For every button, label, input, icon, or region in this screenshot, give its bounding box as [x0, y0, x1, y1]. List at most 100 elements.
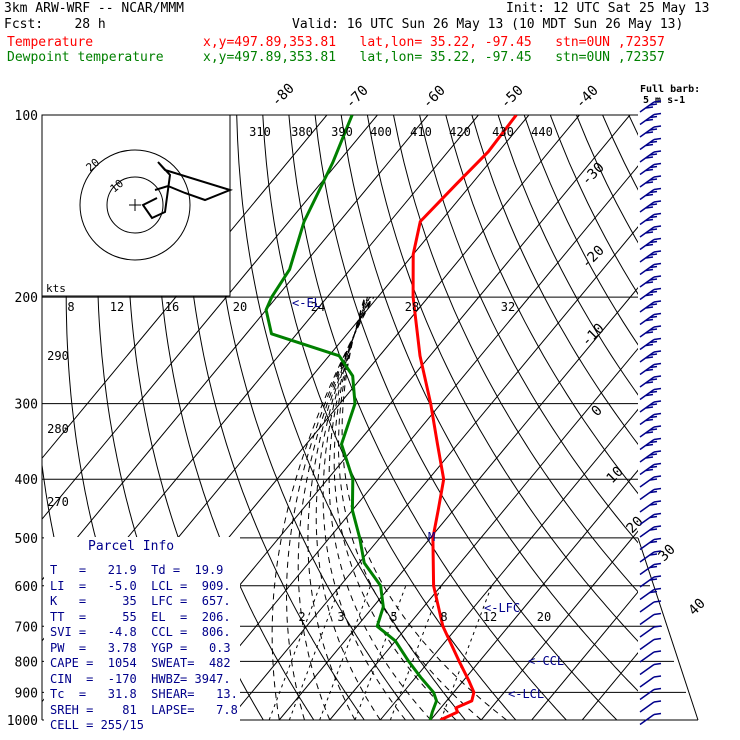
wind-barb: [649, 515, 658, 519]
isotherm-label: 30: [656, 542, 679, 565]
isotherm-line: [42, 115, 429, 581]
mixing-ratio-line: [440, 585, 493, 720]
wind-barb: [639, 463, 655, 476]
pressure-tick-label: 600: [15, 580, 38, 595]
theta-label: 410: [410, 125, 432, 139]
wind-barb: [649, 328, 658, 331]
wind-barb: [639, 151, 655, 163]
wind-barb: [639, 501, 655, 513]
temperature-legend-info: x,y=497.89,353.81 lat,lon= 35.22, -97.45…: [203, 35, 665, 50]
wind-barb: [639, 351, 655, 363]
wind-barb: [653, 200, 662, 203]
hodograph-unit-label: kts: [46, 282, 66, 295]
pressure-tick-label: 200: [15, 291, 38, 306]
wind-barb: [653, 100, 662, 103]
wind-barb: [639, 538, 655, 551]
wind-barb: [639, 363, 655, 376]
wind-barb: [653, 562, 662, 566]
wind-barb: [653, 525, 662, 528]
wind-barb: [653, 300, 662, 303]
dry-adiabat: [183, 115, 365, 720]
parcel-info-row: CELL = 255/15: [50, 718, 144, 732]
wind-barb: [639, 338, 655, 351]
hodograph-axis-label: 16: [165, 300, 179, 314]
wind-barb: [645, 381, 654, 384]
wind-barb: [645, 281, 654, 284]
wind-barb: [653, 287, 662, 291]
wind-barb: [653, 425, 662, 428]
isotherm-line: [177, 165, 638, 720]
wind-barb: [639, 676, 655, 688]
wind-barb: [645, 131, 654, 134]
dry-adiabat: [314, 115, 618, 720]
dewpoint-legend-info: x,y=497.89,353.81 lat,lon= 35.22, -97.45…: [203, 50, 665, 65]
wind-barb: [639, 513, 655, 526]
isotherm-label: -70: [343, 83, 372, 112]
wind-barb: [639, 563, 655, 576]
theta-label: 420: [449, 125, 471, 139]
wind-barb: [653, 250, 662, 253]
wind-barb: [649, 228, 658, 231]
wind-barb: [639, 101, 655, 113]
wind-barb: [639, 126, 655, 138]
parcel-info-row: LI = -5.0 LCL = 909.: [50, 578, 231, 593]
level-annotation: <-EL: [292, 296, 321, 310]
wind-barb: [645, 106, 654, 109]
wind-barb: [645, 256, 654, 259]
wind-barb: [653, 462, 662, 466]
wind-barb: [653, 212, 662, 216]
mixing-ratio-label: 5: [390, 610, 397, 624]
dry-adiabat: [602, 115, 638, 191]
wind-barb: [639, 526, 655, 538]
theta-label: 380: [291, 125, 313, 139]
wind-barb: [639, 551, 655, 563]
wind-barb: [649, 240, 658, 244]
dry-adiabat: [340, 115, 638, 692]
wind-barb: [653, 125, 662, 128]
wind-barb: [653, 450, 662, 453]
wind-barb: [649, 415, 658, 419]
wind-barb: [653, 137, 662, 141]
dry-adiabat: [393, 115, 638, 593]
wind-barb: [653, 637, 662, 641]
wind-barb: [639, 163, 655, 176]
wind-barb: [649, 528, 658, 531]
wind-barb: [653, 337, 662, 341]
wind-barb: [649, 315, 658, 319]
wind-barb: [653, 487, 662, 491]
moist-adiabat: [341, 296, 507, 720]
wind-barb: [653, 625, 662, 628]
wind-barb: [653, 587, 662, 591]
wind-barb: [653, 700, 662, 703]
moist-adiabat: [322, 296, 406, 720]
wind-barb: [645, 456, 654, 459]
wind-barb: [653, 275, 662, 278]
wind-barb: [653, 600, 662, 603]
hodograph-trace: [141, 161, 234, 220]
wind-barb: [649, 165, 658, 169]
wind-barb: [653, 387, 662, 391]
wind-barb: [639, 438, 655, 451]
theta-label: 390: [331, 125, 353, 139]
dry-adiabat: [419, 115, 638, 544]
wind-barb: [639, 651, 655, 663]
wind-barb: [645, 443, 654, 447]
parcel-info-row: TT = 55 EL = 206.: [50, 609, 231, 624]
wind-barb: [639, 701, 655, 713]
wind-barb: [639, 188, 655, 201]
dewpoint-legend-label: Dewpoint temperature: [7, 50, 164, 65]
parcel-info-row: Tc = 31.8 SHEAR= 13.: [50, 687, 238, 701]
dry-adiabat: [628, 115, 638, 136]
pressure-tick-label: 500: [15, 532, 38, 547]
hodograph-ring: [79, 149, 191, 261]
hodograph-axis-label: 32: [501, 300, 515, 314]
wind-barb: [653, 437, 662, 441]
wind-barb: [639, 426, 655, 438]
wind-barb: [653, 675, 662, 678]
wind-barb: [639, 663, 655, 676]
hodograph-axis-label: 20: [233, 300, 247, 314]
wind-barb: [653, 612, 662, 616]
dry-adiabat: [471, 115, 638, 446]
dry-adiabat-label: 290: [47, 349, 69, 363]
